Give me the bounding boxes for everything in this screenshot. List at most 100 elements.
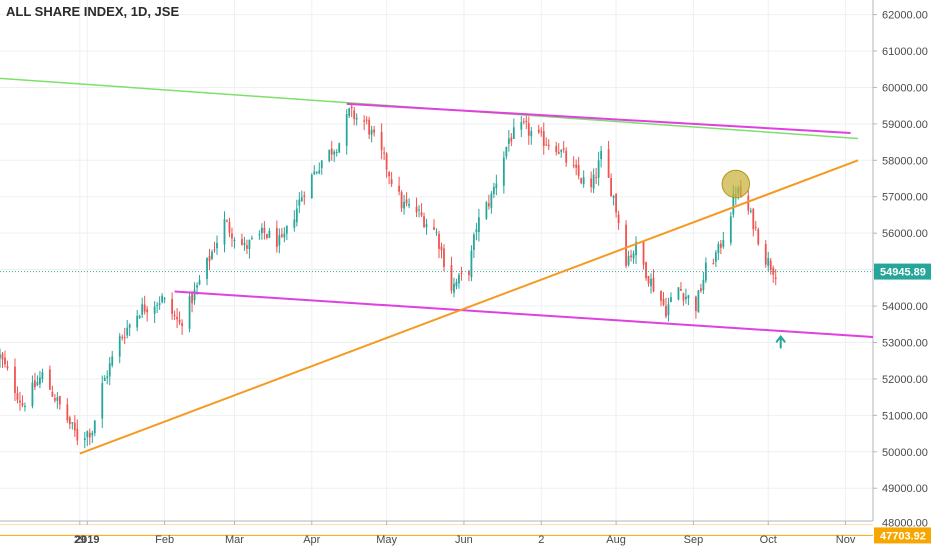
candle-body	[353, 110, 356, 120]
x-tick-label: Apr	[303, 534, 320, 546]
candle-body	[450, 265, 453, 291]
candle-body	[335, 152, 338, 154]
candle-body	[560, 150, 563, 152]
candle-body	[769, 260, 772, 270]
candle-body	[111, 356, 114, 366]
candle-body	[51, 391, 54, 397]
candle-body	[298, 199, 301, 206]
candle-body	[530, 131, 533, 137]
x-tick-label: 2019	[75, 534, 99, 546]
candle-body	[642, 241, 645, 265]
candle-body	[702, 279, 705, 291]
candle-body	[685, 296, 687, 300]
candle-body	[231, 233, 233, 239]
trendline	[79, 159, 859, 455]
y-tick-label: 50000.00	[882, 447, 928, 459]
candle-body	[652, 277, 655, 292]
candle-body	[687, 295, 690, 299]
candle-body	[577, 165, 580, 176]
candle-body	[373, 129, 376, 133]
candle-body	[772, 267, 775, 275]
candle-body	[473, 234, 475, 250]
candle-body	[198, 280, 201, 285]
candle-body	[320, 160, 323, 169]
candle-body	[48, 369, 51, 390]
candle-body	[58, 396, 61, 405]
candle-body	[16, 393, 19, 400]
candle-body	[729, 216, 732, 243]
candle-body	[408, 203, 410, 206]
candle-body	[433, 227, 435, 230]
y-tick-label: 57000.00	[882, 192, 928, 204]
x-tick-label: 2	[538, 534, 544, 546]
candle-body	[754, 226, 757, 228]
candle-body	[86, 431, 89, 438]
candle-body	[128, 324, 131, 328]
candle-body	[555, 145, 558, 153]
candle-body	[206, 257, 208, 279]
candle-body	[138, 315, 141, 318]
x-tick-label: 29	[74, 534, 86, 546]
candle-body	[747, 195, 750, 211]
candle-body	[318, 170, 321, 174]
candle-body	[88, 432, 91, 438]
candle-body	[241, 238, 243, 245]
candle-body	[492, 186, 495, 195]
candle-body	[660, 290, 662, 301]
candle-body	[443, 248, 445, 268]
candle-body	[695, 296, 697, 312]
candle-body	[607, 149, 610, 178]
candle-body	[146, 309, 149, 313]
candle-body	[14, 366, 16, 394]
candle-body	[542, 131, 545, 147]
x-tick-label: Sep	[684, 534, 704, 546]
candle-body	[136, 315, 139, 328]
candle-body	[390, 179, 393, 185]
y-tick-label: 60000.00	[882, 82, 928, 94]
candle-body	[158, 303, 161, 305]
candle-body	[600, 150, 603, 160]
candle-body	[405, 199, 408, 204]
candle-body	[667, 304, 670, 316]
candle-body	[153, 306, 156, 314]
candle-body	[383, 152, 386, 154]
x-tick-label: Aug	[606, 534, 626, 546]
candle-body	[365, 119, 368, 121]
candle-body	[545, 144, 548, 146]
candle-body	[101, 383, 104, 419]
y-tick-label: 61000.00	[882, 46, 928, 58]
candle-body	[520, 122, 523, 130]
candle-body	[56, 397, 59, 401]
candle-body	[181, 323, 183, 327]
candle-body	[31, 382, 34, 407]
trendline	[174, 290, 874, 339]
candle-body	[176, 316, 178, 320]
y-tick-label: 53000.00	[882, 337, 928, 349]
x-tick-label: Nov	[836, 534, 856, 546]
candle-body	[71, 422, 74, 424]
candle-body	[458, 274, 460, 284]
candle-body	[333, 151, 336, 155]
x-tick-label: Mar	[225, 534, 244, 546]
chart-title: ALL SHARE INDEX, 1D, JSE	[6, 4, 180, 19]
candle-body	[575, 164, 578, 168]
candle-body	[39, 377, 41, 385]
candle-body	[73, 422, 76, 431]
x-tick-label: Feb	[155, 534, 174, 546]
candle-body	[226, 220, 228, 222]
trendline	[346, 102, 851, 134]
candle-body	[355, 117, 358, 120]
candle-body	[722, 240, 725, 247]
price-label-background	[874, 527, 931, 544]
candle-body	[547, 144, 550, 147]
candle-body	[478, 217, 480, 232]
candle-body	[211, 251, 213, 260]
candle-body	[537, 129, 540, 133]
candle-body	[263, 227, 266, 233]
candle-body	[4, 357, 6, 365]
candle-body	[265, 234, 268, 238]
candle-body	[562, 148, 565, 150]
candle-body	[612, 196, 615, 198]
candle-body	[280, 234, 283, 237]
